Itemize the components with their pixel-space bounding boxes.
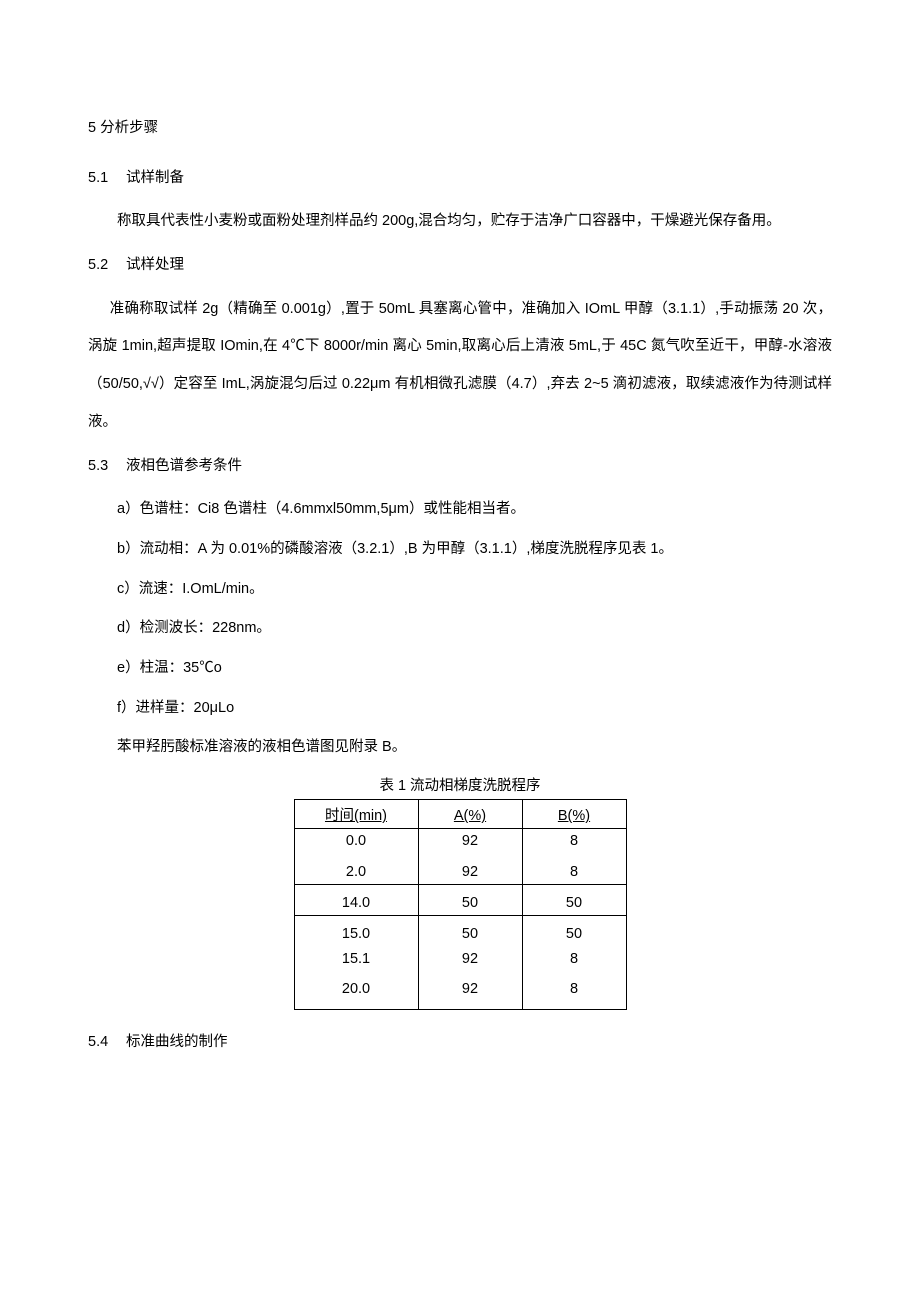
cell-time: 20.0 bbox=[294, 971, 418, 1010]
item-e: e）柱温：35℃o bbox=[88, 650, 832, 688]
th-b: B(%) bbox=[522, 800, 626, 829]
cell-b: 8 bbox=[522, 829, 626, 854]
section-5-3-title: 液相色谱参考条件 bbox=[126, 458, 242, 474]
cell-time: 15.0 bbox=[294, 916, 418, 947]
cell-time: 0.0 bbox=[294, 829, 418, 854]
cell-b: 50 bbox=[522, 884, 626, 915]
section-5-2-title: 试样处理 bbox=[126, 257, 184, 273]
section-5-3-num: 5.3 bbox=[88, 448, 122, 486]
cell-a: 92 bbox=[418, 854, 522, 885]
section-5-3-note: 苯甲羟肟酸标准溶液的液相色谱图见附录 B。 bbox=[88, 729, 832, 767]
table-header-row: 时间(min) A(%) B(%) bbox=[294, 800, 626, 829]
section-5-2-para: 准确称取试样 2g（精确至 0.001g）,置于 50mL 具塞离心管中，准确加… bbox=[88, 291, 832, 442]
cell-b: 50 bbox=[522, 916, 626, 947]
item-f: f）进样量：20μLo bbox=[88, 690, 832, 728]
section-5-1-title: 试样制备 bbox=[126, 170, 184, 186]
section-5-2-heading: 5.2 试样处理 bbox=[88, 247, 832, 285]
document-page: 5 分析步骤 5.1 试样制备 称取具代表性小麦粉或面粉处理剂样品约 200g,… bbox=[0, 0, 920, 1128]
table-1-caption: 表 1 流动相梯度洗脱程序 bbox=[88, 773, 832, 799]
cell-b: 8 bbox=[522, 947, 626, 971]
th-time: 时间(min) bbox=[294, 800, 418, 829]
cell-time: 15.1 bbox=[294, 947, 418, 971]
cell-a: 92 bbox=[418, 947, 522, 971]
section-5-1-heading: 5.1 试样制备 bbox=[88, 160, 832, 198]
item-c: c）流速：I.OmL/min。 bbox=[88, 571, 832, 609]
table-row: 14.0 50 50 bbox=[294, 884, 626, 915]
item-b: b）流动相：A 为 0.01%的磷酸溶液（3.2.1）,B 为甲醇（3.1.1）… bbox=[88, 531, 832, 569]
cell-a: 50 bbox=[418, 916, 522, 947]
item-a: a）色谱柱：Ci8 色谱柱（4.6mmxl50mm,5μm）或性能相当者。 bbox=[88, 491, 832, 529]
cell-a: 92 bbox=[418, 971, 522, 1010]
section-5-4-title: 标准曲线的制作 bbox=[126, 1034, 228, 1050]
cell-a: 92 bbox=[418, 829, 522, 854]
cell-time: 2.0 bbox=[294, 854, 418, 885]
section-5-2-num: 5.2 bbox=[88, 247, 122, 285]
cell-b: 8 bbox=[522, 854, 626, 885]
section-5-1-para: 称取具代表性小麦粉或面粉处理剂样品约 200g,混合均匀，贮存于洁净广口容器中，… bbox=[88, 203, 832, 241]
cell-a: 50 bbox=[418, 884, 522, 915]
section-5-4-num: 5.4 bbox=[88, 1024, 122, 1062]
table-row: 20.0 92 8 bbox=[294, 971, 626, 1010]
cell-time: 14.0 bbox=[294, 884, 418, 915]
section-5-4-heading: 5.4 标准曲线的制作 bbox=[88, 1024, 832, 1062]
table-row: 15.1 92 8 bbox=[294, 947, 626, 971]
section-5-3-heading: 5.3 液相色谱参考条件 bbox=[88, 448, 832, 486]
table-row: 15.0 50 50 bbox=[294, 916, 626, 947]
table-row: 2.0 92 8 bbox=[294, 854, 626, 885]
table-row: 0.0 92 8 bbox=[294, 829, 626, 854]
gradient-elution-table: 时间(min) A(%) B(%) 0.0 92 8 2.0 92 8 14.0… bbox=[294, 799, 627, 1010]
th-a: A(%) bbox=[418, 800, 522, 829]
item-d: d）检测波长：228nm。 bbox=[88, 610, 832, 648]
section-5-heading: 5 分析步骤 bbox=[88, 110, 832, 148]
cell-b: 8 bbox=[522, 971, 626, 1010]
section-5-1-num: 5.1 bbox=[88, 160, 122, 198]
